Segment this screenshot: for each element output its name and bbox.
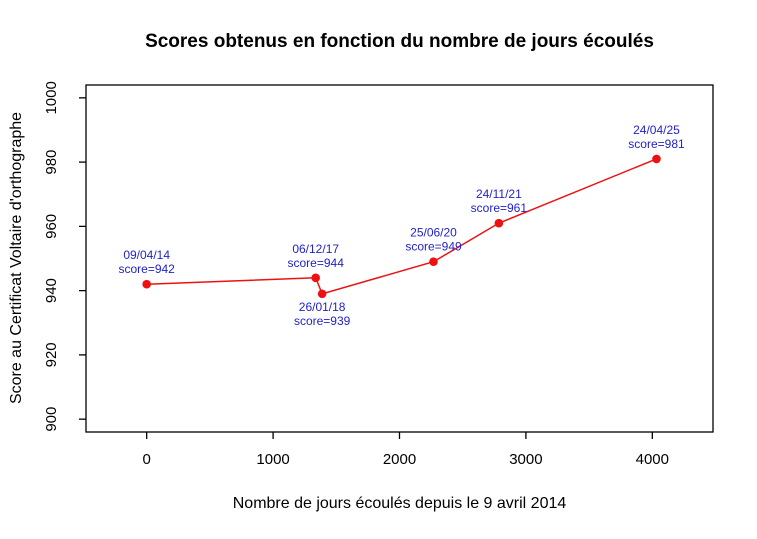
point-date-label: 09/04/14 [123, 248, 170, 262]
x-tick-label: 1000 [256, 451, 289, 468]
plot-frame [85, 84, 714, 433]
data-point [142, 279, 151, 289]
point-date-label: 06/12/17 [292, 242, 339, 256]
y-axis-label: Score au Certificat Voltaire d'orthograp… [8, 111, 25, 405]
point-score-label: score=942 [118, 262, 175, 276]
chart-title: Scores obtenus en fonction du nombre de … [145, 31, 654, 52]
series-line [146, 158, 657, 295]
y-tick-label: 980 [43, 150, 60, 175]
point-date-label: 26/01/18 [299, 300, 346, 314]
y-tick-label: 920 [43, 342, 60, 367]
point-score-label: score=944 [288, 256, 345, 270]
point-score-label: score=981 [628, 137, 685, 151]
y-tick-label: 960 [43, 214, 60, 239]
data-point [429, 257, 438, 267]
point-score-label: score=961 [471, 201, 528, 215]
point-date-label: 24/11/21 [476, 187, 522, 201]
point-date-label: 24/04/25 [633, 123, 680, 137]
x-tick-label: 2000 [383, 451, 416, 468]
y-tick-label: 900 [43, 407, 60, 432]
point-score-label: score=939 [294, 314, 351, 328]
point-score-label: score=949 [405, 240, 462, 254]
y-tick-label: 940 [43, 278, 60, 303]
x-axis-label: Nombre de jours écoulés depuis le 9 avri… [232, 495, 567, 512]
point-date-label: 25/06/20 [410, 226, 457, 240]
data-point [311, 273, 320, 283]
y-tick-label: 1000 [43, 81, 60, 114]
x-tick-label: 4000 [636, 451, 669, 468]
data-point [494, 218, 504, 228]
x-tick-label: 0 [143, 451, 151, 468]
data-point [652, 154, 661, 164]
data-point [317, 289, 327, 299]
x-tick-label: 3000 [509, 451, 542, 468]
